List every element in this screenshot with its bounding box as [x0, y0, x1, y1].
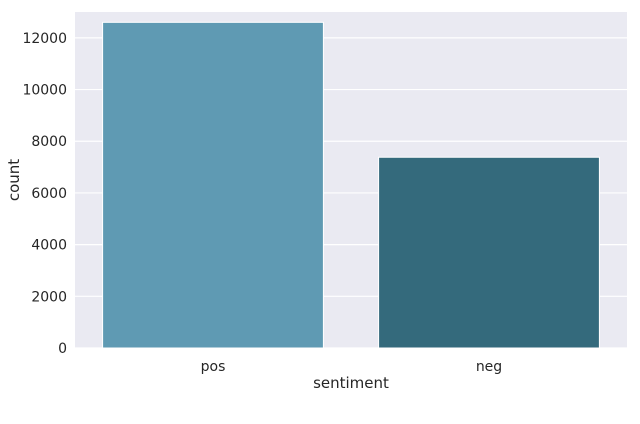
bar-neg [378, 156, 600, 349]
y-tick-label: 0 [58, 341, 67, 357]
y-tick-label: 10000 [22, 83, 67, 99]
y-axis-label: count [5, 159, 23, 201]
x-tick-label: pos [201, 359, 226, 375]
x-tick-labels: pos neg [201, 359, 503, 375]
y-tick-label: 4000 [31, 238, 67, 254]
x-tick-label: neg [476, 359, 502, 375]
y-tick-label: 12000 [22, 31, 67, 47]
y-tick-label: 2000 [31, 289, 67, 305]
x-axis-label: sentiment [313, 374, 389, 392]
y-tick-label: 8000 [31, 134, 67, 150]
bars [102, 21, 600, 349]
y-tick-label: 6000 [31, 186, 67, 202]
y-tick-labels: 0 2000 4000 6000 8000 10000 12000 [22, 31, 67, 357]
bar-pos [102, 21, 324, 349]
